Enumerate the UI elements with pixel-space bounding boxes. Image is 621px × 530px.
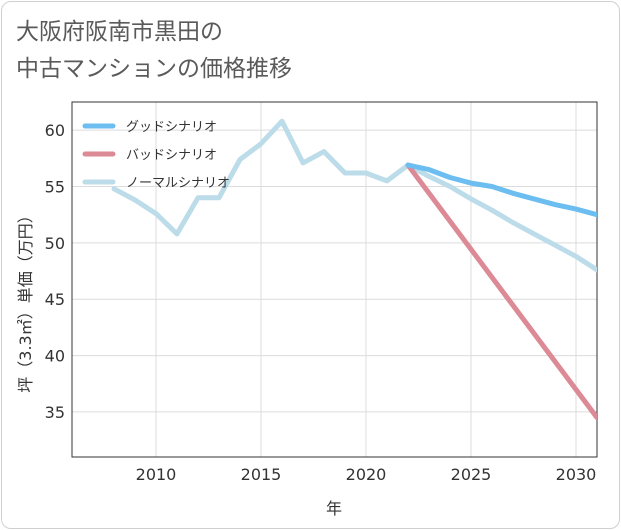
y-axis-label: 坪（3.3㎡）単価（万円） — [16, 207, 35, 392]
legend-label: バッドシナリオ — [126, 148, 217, 163]
x-tick-label: 2015 — [241, 465, 282, 484]
chart-title: 大阪府阪南市黒田の 中古マンションの価格推移 — [16, 14, 292, 88]
x-axis-label: 年 — [326, 499, 342, 518]
chart-title-line-1: 大阪府阪南市黒田の — [16, 19, 223, 45]
y-tick-label: 35 — [45, 403, 65, 422]
y-tick-label: 55 — [45, 178, 65, 197]
chart-title-line-2: 中古マンションの価格推移 — [16, 56, 292, 82]
legend-label: ノーマルシナリオ — [126, 176, 230, 191]
y-tick-label: 60 — [45, 121, 65, 140]
x-tick-label: 2025 — [451, 465, 492, 484]
chart-series — [111, 118, 597, 421]
y-tick-label: 40 — [45, 347, 65, 366]
x-tick-label: 2030 — [556, 465, 597, 484]
series-line-1 — [405, 162, 597, 421]
y-tick-label: 45 — [45, 290, 65, 309]
legend-label: グッドシナリオ — [126, 120, 217, 135]
chart-ticks: 2010 2015 2020 2025 2030 35 40 45 50 55 60 — [45, 121, 597, 484]
plot-border — [71, 101, 598, 458]
x-tick-label: 2010 — [136, 465, 177, 484]
y-tick-label: 50 — [45, 234, 65, 253]
x-tick-label: 2020 — [346, 465, 387, 484]
series-line-2 — [111, 118, 597, 273]
series-line-0 — [405, 162, 597, 218]
